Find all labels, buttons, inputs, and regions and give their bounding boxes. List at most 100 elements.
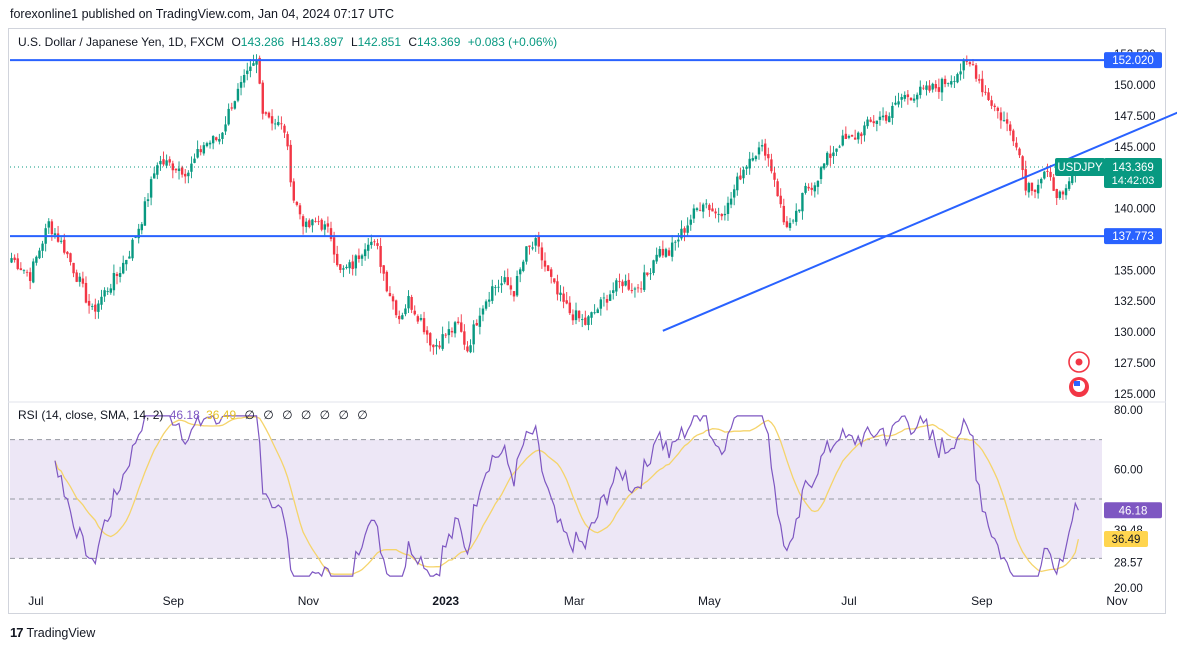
- na-glyph: ∅: [338, 408, 349, 422]
- candles: [10, 54, 1080, 355]
- price-tick-label: 130.000: [1114, 327, 1156, 339]
- candle-body: [1024, 169, 1027, 191]
- symbol-title[interactable]: U.S. Dollar / Japanese Yen, 1D, FXCM: [18, 35, 225, 49]
- candle-body: [190, 163, 193, 172]
- time-tick-label: Jul: [841, 594, 856, 608]
- candle-body: [894, 102, 897, 105]
- candle-body: [946, 83, 950, 85]
- candle-body: [779, 195, 782, 205]
- candle-body: [311, 219, 314, 226]
- candle-body: [239, 82, 243, 88]
- candle-body: [351, 261, 354, 270]
- na-glyph: ∅: [300, 408, 312, 422]
- footer-brand[interactable]: TradingView: [26, 625, 96, 640]
- candle-body: [329, 228, 333, 239]
- candle-body: [773, 172, 776, 180]
- candle-body: [360, 255, 364, 259]
- candle-body: [649, 273, 652, 275]
- candle-body: [81, 278, 85, 284]
- candle-body: [822, 163, 826, 169]
- candle-body: [180, 167, 184, 175]
- candle-body: [708, 204, 711, 211]
- candle-body: [714, 211, 717, 214]
- candle-body: [326, 223, 330, 227]
- high-label: H: [291, 35, 301, 49]
- candle-body: [540, 247, 544, 261]
- candle-body: [919, 86, 922, 96]
- candle-body: [981, 78, 984, 93]
- candle-body: [798, 209, 801, 212]
- price-tick-label: 135.000: [1114, 265, 1156, 277]
- candle-body: [813, 185, 817, 192]
- last-price-badge-text: 143.369: [1112, 162, 1154, 174]
- candle-body: [162, 159, 165, 165]
- time-tick-label: Jul: [28, 594, 43, 608]
- candle-body: [950, 81, 953, 85]
- close-value: 143.369: [417, 35, 461, 49]
- candle-body: [922, 87, 925, 89]
- rsi-line: [54, 414, 1079, 578]
- high-value: 143.897: [300, 35, 344, 49]
- candle-body: [878, 116, 882, 120]
- low-label: L: [350, 35, 358, 49]
- candle-body: [149, 179, 153, 198]
- candle-body: [441, 334, 444, 349]
- candle-body: [826, 152, 829, 165]
- candle-body: [736, 176, 739, 191]
- candle-body: [19, 268, 23, 271]
- candle-body: [680, 228, 683, 239]
- level-price-badge-text: 152.020: [1112, 55, 1154, 67]
- candle-body: [993, 105, 996, 107]
- candle-body: [128, 256, 131, 259]
- candle-body: [577, 310, 581, 319]
- rsi-tick-label: 80.00: [1114, 405, 1143, 417]
- candle-body: [100, 296, 103, 305]
- candle-body: [332, 237, 336, 255]
- candle-body: [1021, 156, 1024, 171]
- candle-body: [295, 201, 299, 205]
- candle-body: [469, 345, 472, 353]
- time-tick-label: Sep: [971, 594, 993, 608]
- candle-body: [546, 265, 550, 271]
- candle-body: [959, 71, 962, 75]
- candle-body: [435, 344, 438, 347]
- candle-body: [168, 159, 171, 163]
- candle-body: [1052, 177, 1055, 191]
- candle-body: [931, 83, 934, 90]
- open-label: O: [231, 35, 241, 49]
- candle-body: [106, 291, 109, 293]
- candle-body: [857, 132, 860, 140]
- candle-body: [398, 315, 401, 320]
- candle-body: [249, 66, 252, 71]
- candle-body: [853, 137, 857, 140]
- candle-body: [686, 225, 689, 233]
- candle-body: [506, 277, 509, 286]
- candle-body: [1033, 189, 1037, 192]
- candle-body: [689, 219, 692, 225]
- candle-body: [50, 221, 54, 235]
- candle-body: [652, 260, 655, 274]
- candle-body: [401, 315, 404, 320]
- rsi-title[interactable]: RSI (14, close, SMA, 14, 2): [18, 408, 164, 422]
- candle-body: [978, 79, 981, 81]
- candle-body: [751, 158, 754, 161]
- chart-frame: [8, 28, 1166, 614]
- candle-body: [872, 121, 875, 124]
- candle-body: [599, 299, 603, 309]
- candle-body: [698, 209, 702, 211]
- candle-body: [94, 304, 97, 312]
- candle-body: [413, 310, 416, 315]
- rsi-tick-label: 60.00: [1114, 464, 1143, 476]
- tradingview-logo-icon: 17: [10, 625, 24, 640]
- candle-body: [764, 143, 767, 156]
- price-tick-label: 147.500: [1114, 111, 1156, 123]
- candle-body: [760, 145, 764, 147]
- candle-body: [915, 94, 919, 100]
- candle-body: [97, 303, 100, 312]
- candle-body: [618, 281, 621, 283]
- candle-body: [363, 249, 367, 257]
- candle-body: [475, 323, 478, 326]
- candle-body: [109, 288, 112, 293]
- candle-body: [199, 149, 202, 153]
